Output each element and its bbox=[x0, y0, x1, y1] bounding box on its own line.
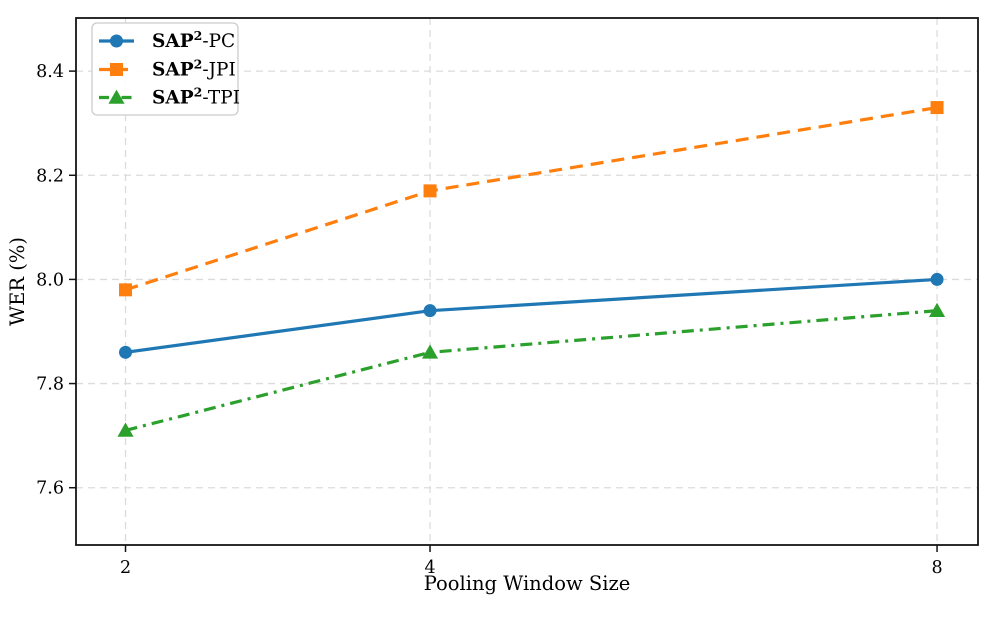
data-point-triangle bbox=[421, 344, 439, 359]
axes-layer: 7.6 7.8 8.0 8.2 8.4 2 4 8 bbox=[36, 17, 979, 578]
data-point-square bbox=[110, 63, 123, 76]
data-point-square bbox=[119, 283, 133, 297]
x-tick-label: 8 bbox=[931, 558, 942, 578]
series-line bbox=[125, 309, 938, 432]
data-point-triangle bbox=[108, 89, 125, 104]
y-tick-label: 8.2 bbox=[36, 166, 64, 186]
series-line bbox=[125, 277, 938, 354]
legend-box bbox=[91, 22, 239, 116]
series-sap2-pc bbox=[119, 272, 944, 359]
legend-label: SAP2-TPI bbox=[152, 85, 240, 109]
data-point-circle bbox=[110, 34, 123, 48]
data-point-circle bbox=[119, 345, 133, 359]
data-point-square bbox=[930, 101, 944, 115]
x-axis-label: Pooling Window Size bbox=[424, 572, 631, 595]
plot-frame bbox=[75, 17, 979, 546]
legend: SAP2-PC SAP2-JPI SAP2-TPI bbox=[91, 22, 240, 116]
series-layer bbox=[117, 101, 946, 437]
data-point-circle bbox=[423, 304, 437, 318]
y-tick-label: 8.0 bbox=[36, 270, 64, 290]
data-point-square bbox=[423, 184, 437, 198]
y-tick-label: 8.4 bbox=[36, 62, 64, 82]
x-tick-label: 4 bbox=[424, 558, 435, 578]
data-point-circle bbox=[930, 272, 944, 286]
legend-label: SAP2-JPI bbox=[152, 57, 236, 81]
series-line bbox=[125, 105, 938, 292]
legend-label: SAP2-PC bbox=[152, 28, 235, 52]
data-point-triangle bbox=[117, 422, 134, 437]
data-point-triangle bbox=[928, 302, 946, 317]
series-sap2-tpi bbox=[117, 302, 946, 437]
x-tick-label: 2 bbox=[120, 558, 131, 578]
legend-item: SAP2-PC bbox=[99, 28, 235, 52]
y-axis-label: WER (%) bbox=[6, 237, 29, 326]
series-sap2-jpi bbox=[119, 101, 944, 297]
legend-item: SAP2-TPI bbox=[99, 85, 240, 109]
y-tick-label: 7.8 bbox=[36, 375, 64, 395]
legend-item: SAP2-JPI bbox=[99, 57, 236, 81]
y-tick-label: 7.6 bbox=[36, 479, 64, 499]
